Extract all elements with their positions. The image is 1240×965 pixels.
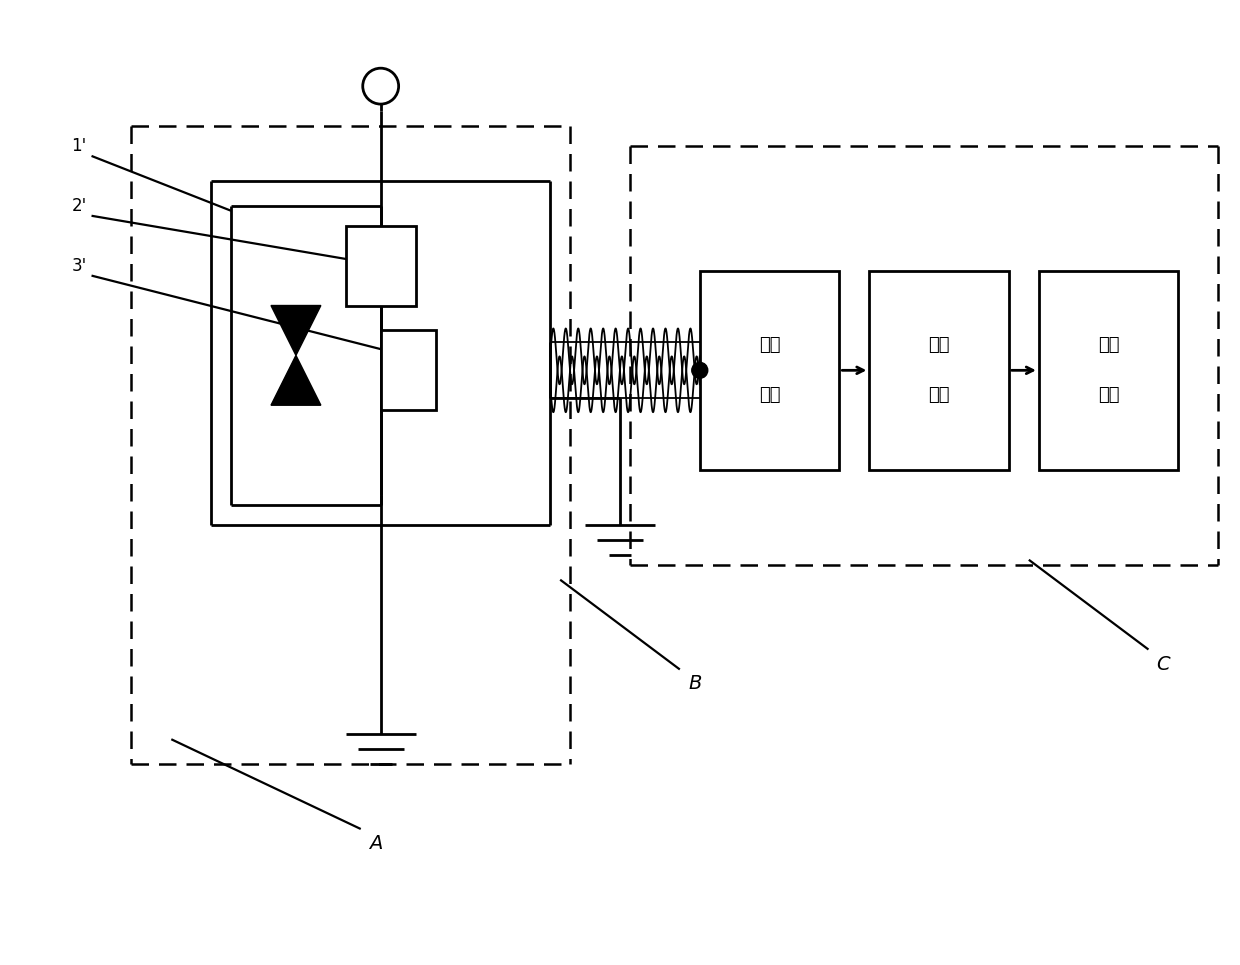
Bar	[381, 330, 435, 410]
Text: 1': 1'	[71, 137, 87, 155]
Text: B: B	[688, 675, 702, 694]
Bar	[699, 270, 839, 470]
Bar	[346, 226, 415, 306]
Text: 电压: 电压	[759, 337, 780, 354]
Text: C: C	[1157, 654, 1171, 674]
Text: 调节: 调节	[1097, 386, 1120, 404]
Circle shape	[692, 362, 708, 378]
Text: A: A	[370, 834, 382, 853]
Bar	[1039, 270, 1178, 470]
Text: 跟随: 跟随	[759, 386, 780, 404]
Text: 补偿: 补偿	[929, 386, 950, 404]
Bar	[869, 270, 1009, 470]
Text: 2': 2'	[71, 197, 87, 215]
Text: 幅值: 幅值	[1097, 337, 1120, 354]
Text: 3': 3'	[71, 257, 87, 275]
Polygon shape	[272, 355, 321, 405]
Text: 相位: 相位	[929, 337, 950, 354]
Polygon shape	[272, 306, 321, 355]
